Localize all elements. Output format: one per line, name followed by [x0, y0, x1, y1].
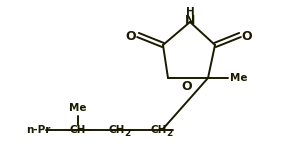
- Text: 2: 2: [166, 129, 172, 139]
- Text: N: N: [185, 14, 195, 27]
- Text: CH: CH: [151, 125, 167, 135]
- Text: O: O: [242, 30, 252, 43]
- Text: 2: 2: [124, 129, 130, 139]
- Text: CH: CH: [109, 125, 125, 135]
- Text: CH: CH: [70, 125, 86, 135]
- Text: Me: Me: [230, 73, 248, 83]
- Text: H: H: [186, 7, 194, 17]
- Text: O: O: [126, 30, 136, 43]
- Text: n-Pr: n-Pr: [26, 125, 50, 135]
- Text: O: O: [182, 80, 192, 92]
- Text: Me: Me: [69, 103, 87, 113]
